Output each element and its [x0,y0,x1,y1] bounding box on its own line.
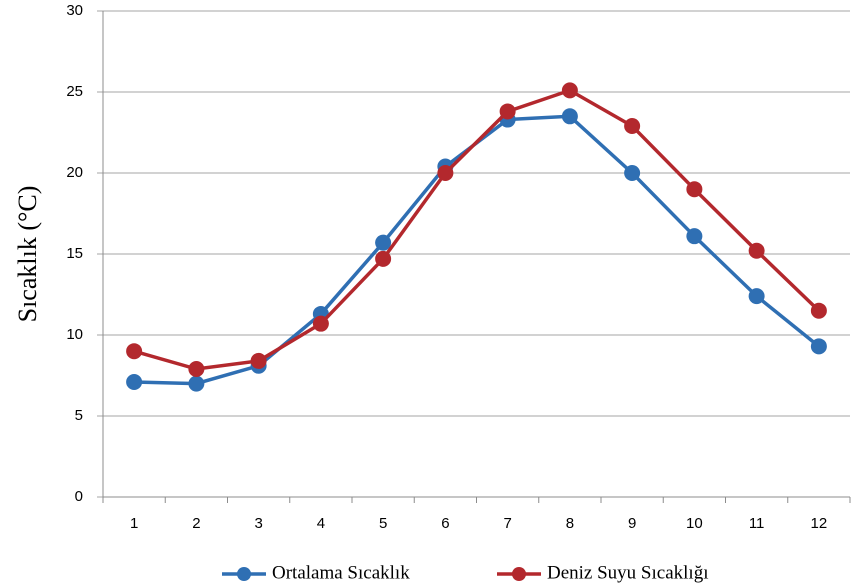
legend-label: Ortalama Sıcaklık [272,562,410,583]
marker [126,373,143,390]
marker [624,118,641,135]
marker [748,288,765,305]
x-tick-label: 1 [130,515,138,532]
x-tick-label: 5 [379,515,387,532]
marker [375,234,392,251]
marker [188,361,205,378]
x-tick-label: 2 [192,515,200,532]
marker [312,315,329,332]
series-line [134,114,820,386]
x-tick-label: 6 [441,515,449,532]
x-tick-label: 7 [503,515,511,532]
legend-label: Deniz Suyu Sıcaklığı [547,562,708,583]
x-tick-label: 12 [811,515,828,532]
legend-marker [512,567,526,581]
y-tick-label: 30 [66,2,83,19]
legend-marker [237,567,251,581]
marker [748,242,765,259]
marker [686,181,703,198]
y-tick-label: 0 [75,488,83,505]
x-tick-label: 4 [317,515,325,532]
y-tick-label: 15 [66,245,83,262]
series-line [133,88,821,371]
x-tick-label: 3 [254,515,262,532]
marker [624,165,641,181]
marker [810,302,827,319]
marker [375,250,392,267]
x-tick-label: 10 [686,515,703,532]
y-tick-label: 20 [66,164,83,181]
marker [437,165,454,181]
y-tick-label: 10 [66,326,83,343]
marker [810,338,827,355]
marker [126,343,143,360]
marker [561,82,578,99]
marker [686,228,703,245]
y-tick-label: 5 [75,407,83,424]
marker [188,375,205,392]
y-axis-label: Sıcaklık (°C) [13,186,42,323]
x-tick-label: 8 [566,515,574,532]
marker [250,352,267,369]
x-tick-label: 9 [628,515,636,532]
marker [499,103,516,120]
y-tick-label: 25 [66,83,83,100]
marker [561,108,578,125]
x-tick-label: 11 [749,515,765,532]
